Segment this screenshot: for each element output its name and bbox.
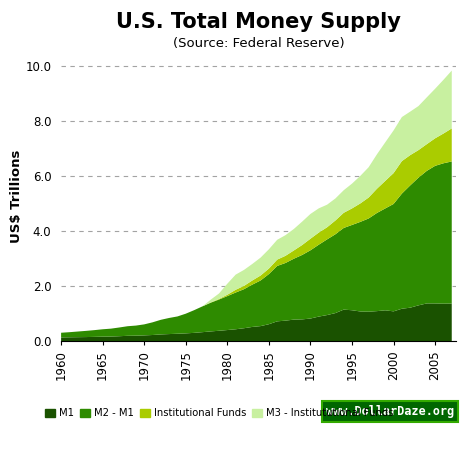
- Legend: M1, M2 - M1, Institutional Funds, M3 - Institututional Funds: M1, M2 - M1, Institutional Funds, M3 - I…: [41, 404, 397, 422]
- Y-axis label: US$ Trillions: US$ Trillions: [9, 150, 23, 243]
- Text: U.S. Total Money Supply: U.S. Total Money Supply: [116, 12, 401, 32]
- Text: (Source: Federal Reserve): (Source: Federal Reserve): [172, 37, 345, 50]
- Text: www.DollarDaze.org: www.DollarDaze.org: [326, 405, 454, 418]
